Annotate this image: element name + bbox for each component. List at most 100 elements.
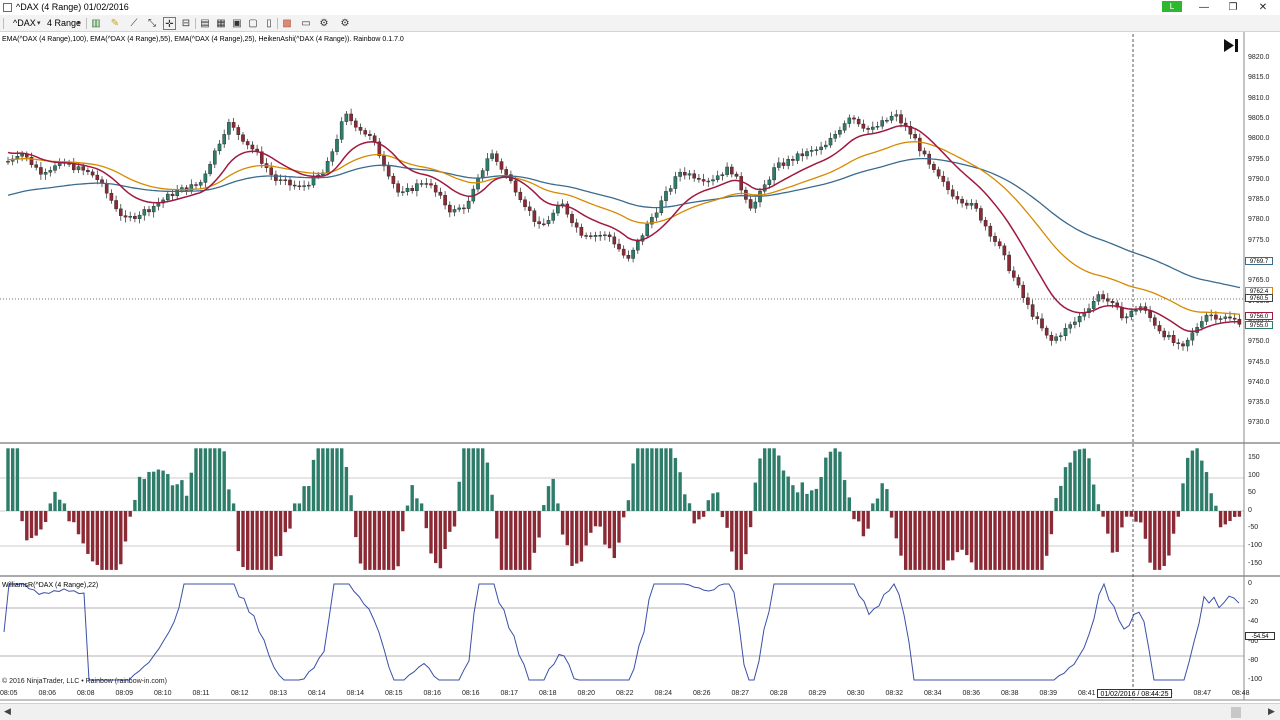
draw-line-icon[interactable]: ⟋ [130, 18, 138, 29]
minimize-button[interactable]: — [1199, 2, 1209, 13]
properties-icon[interactable]: ▣ [232, 18, 242, 29]
candle-body [734, 173, 739, 177]
histogram-bar [424, 511, 428, 529]
scroll-right-icon[interactable]: ▶ [1268, 706, 1275, 716]
price-value-badge: 9755.0 [1245, 321, 1273, 329]
templates-icon[interactable]: ▩ [282, 18, 292, 29]
candle-body [245, 141, 250, 146]
histogram-bar [241, 511, 245, 568]
zoom-out-icon[interactable]: ⊟ [181, 18, 191, 29]
histogram-bar [260, 511, 264, 570]
histogram-bar [452, 511, 457, 527]
time-axis-label: 08:30 [847, 690, 865, 697]
histogram-bar [161, 470, 165, 511]
scroll-left-icon[interactable]: ◀ [4, 706, 11, 716]
candle-body [965, 202, 969, 206]
candle-body [1049, 334, 1054, 341]
candle-body [1228, 316, 1232, 319]
histogram-bar [871, 503, 875, 511]
candle-body [396, 183, 400, 193]
horizontal-scrollbar[interactable]: ◀ ▶ [0, 703, 1280, 720]
williams-axis-label: 0 [1248, 580, 1252, 587]
candle-body [363, 130, 368, 135]
histogram-bar [1049, 511, 1054, 535]
instrument-dropdown-icon[interactable]: ▾ [37, 20, 41, 27]
time-axis-label: 08:24 [654, 690, 673, 697]
candle-body [922, 150, 927, 155]
histogram-bar [415, 498, 419, 511]
histogram-bar [636, 448, 640, 511]
histogram-bar [824, 457, 828, 511]
instrument-selector[interactable]: ^DAX [13, 18, 36, 28]
candle-body [104, 183, 109, 194]
histogram-bar [518, 511, 522, 570]
histogram-bar [255, 511, 259, 570]
drawing-tool-icon[interactable]: ✎ [110, 18, 120, 29]
candle-body [744, 189, 748, 200]
candle-body [401, 191, 405, 193]
candle-body [706, 180, 711, 183]
histogram-bar [170, 485, 175, 511]
chart-trader-icon[interactable]: ▦ [216, 18, 226, 29]
options-icon[interactable]: ⚙ [319, 18, 329, 29]
histogram-bar [739, 511, 743, 570]
histogram-bar [513, 511, 518, 570]
price-axis-label: 9765.0 [1248, 277, 1270, 285]
candle-body [654, 212, 659, 218]
candle-body [753, 201, 758, 209]
time-axis-label: 08:20 [577, 690, 596, 697]
histogram-bar [706, 500, 710, 511]
candle-body [405, 188, 410, 192]
histogram-bar [711, 493, 715, 511]
close-button[interactable]: ✕ [1258, 2, 1268, 13]
restore-button[interactable]: ❐ [1228, 2, 1238, 13]
histogram-bar [645, 448, 649, 511]
histogram-bar [885, 489, 889, 511]
histogram-bar [763, 448, 767, 511]
time-axis-label: 08:27 [731, 690, 750, 697]
strategies-icon[interactable]: ▢ [248, 18, 258, 29]
histogram-bar [593, 511, 598, 527]
candle-body [335, 139, 339, 152]
candle-body [175, 190, 180, 197]
candle-body [147, 209, 151, 213]
histogram-bar [1218, 511, 1223, 528]
histogram-bar [213, 448, 217, 511]
candle-body [480, 170, 485, 178]
histogram-bar [321, 448, 325, 511]
histogram-bar [1176, 511, 1180, 517]
bar-type-icon[interactable]: ▥ [91, 18, 101, 29]
zoom-icon[interactable]: ⤡ [148, 18, 156, 29]
candle-body [203, 173, 208, 183]
settings-gear-icon[interactable]: ⚙ [340, 18, 350, 29]
screenshot-icon[interactable]: ▭ [301, 18, 311, 29]
interval-dropdown-icon[interactable]: ▾ [77, 20, 81, 27]
skip-to-end-icon[interactable] [1222, 38, 1240, 53]
histogram-bar [297, 503, 302, 511]
data-box-icon[interactable]: ▤ [200, 18, 210, 29]
histogram-bar [1002, 511, 1007, 570]
histogram-bar [11, 448, 15, 511]
crosshair-icon[interactable]: ✛ [163, 17, 176, 30]
candle-body [1110, 301, 1115, 304]
candle-body [109, 192, 114, 201]
candle-body [664, 191, 668, 201]
candle-body [1101, 294, 1105, 299]
indicators-icon[interactable]: ▯ [266, 18, 272, 29]
histogram-bar [1092, 484, 1096, 511]
histogram-bar [1181, 483, 1185, 511]
histogram-bar [875, 498, 880, 511]
histogram-bar [852, 511, 856, 520]
candle-body [983, 220, 988, 227]
scroll-thumb[interactable] [1231, 707, 1241, 718]
candle-body [889, 115, 894, 121]
histogram-bar [659, 448, 663, 511]
histogram-bar [142, 479, 146, 511]
candle-body [170, 193, 175, 197]
interval-selector[interactable]: 4 Range [47, 18, 82, 28]
histogram-bar [1157, 511, 1162, 570]
candle-body [767, 179, 772, 185]
candle-body [847, 117, 852, 124]
candle-body [523, 199, 527, 208]
